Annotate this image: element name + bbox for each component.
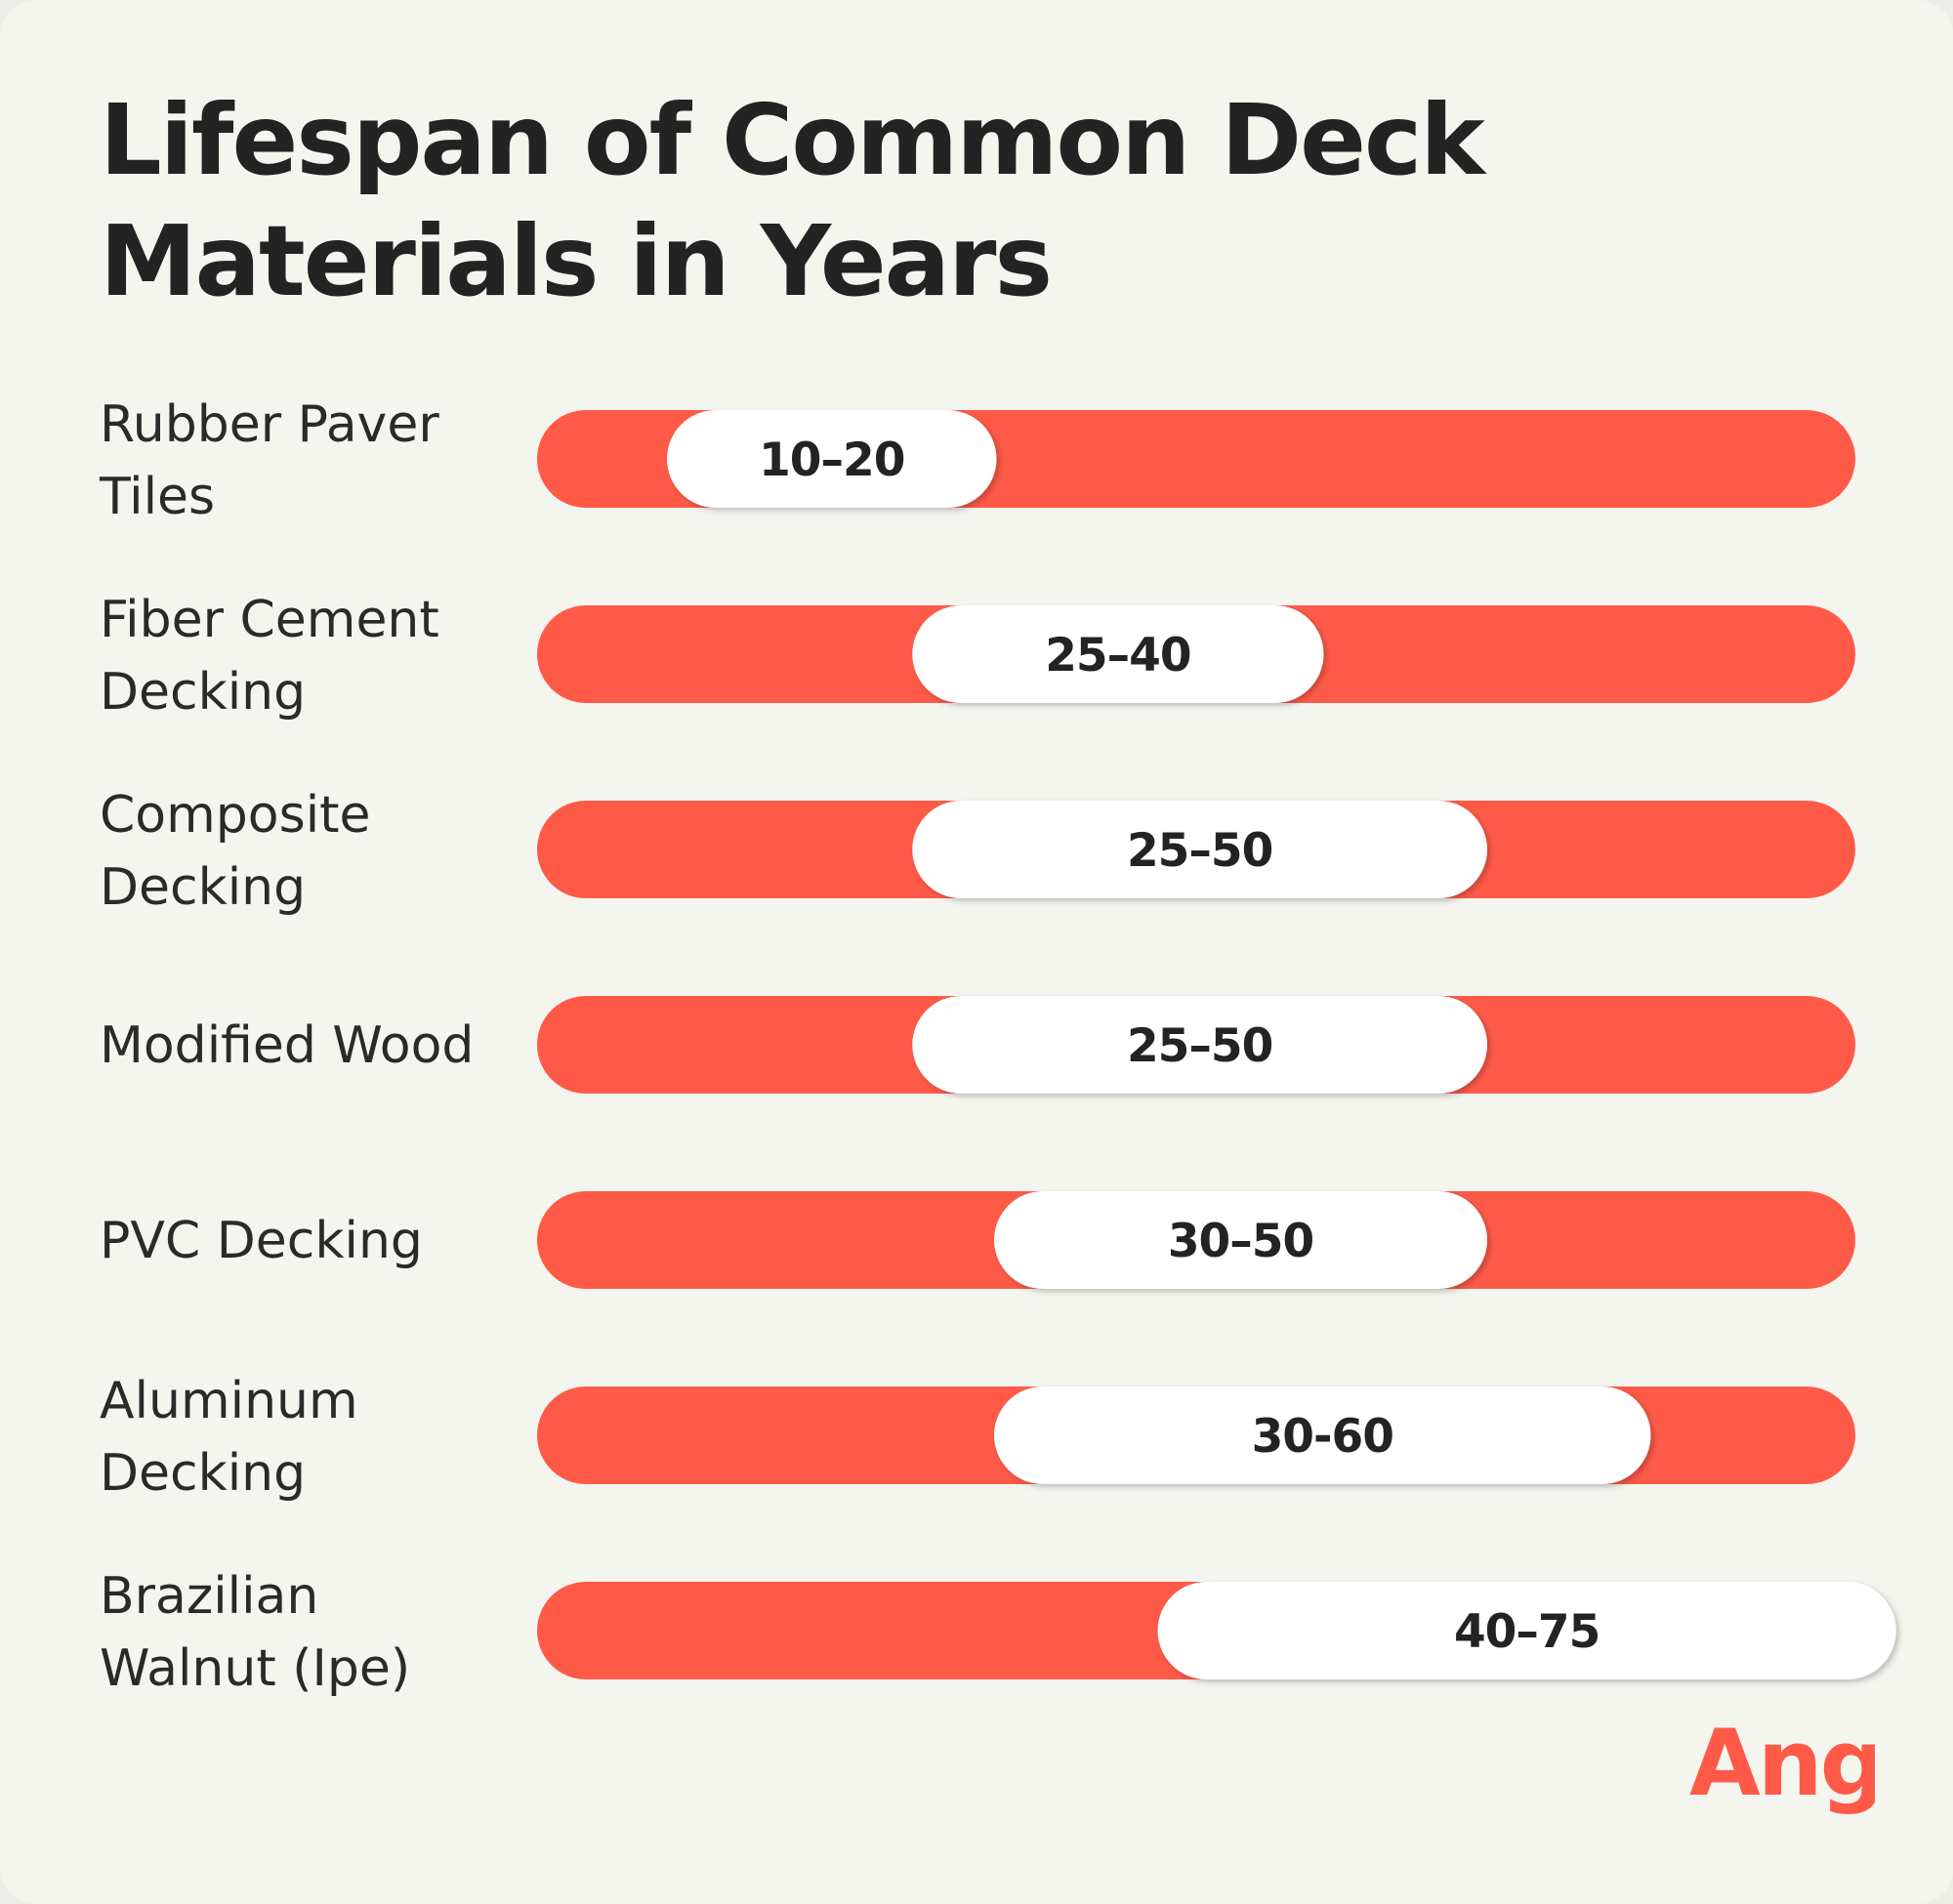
category-label-line: Walnut (Ipe) (100, 1639, 410, 1698)
category-label-line: PVC Decking (100, 1212, 423, 1270)
range-pill (912, 605, 1324, 703)
range-value-label: 10–20 (759, 434, 904, 487)
bar-row: Aluminum Decking 30-60 (100, 1372, 1855, 1503)
angi-logo-text: Angi (1689, 1711, 1875, 1817)
bar-row: Rubber Paver Tiles 10–20 (99, 395, 1855, 526)
category-label: Composite Decking (100, 786, 371, 917)
bar-row: Modified Wood 25–50 (100, 996, 1855, 1094)
category-label-line: Decking (100, 858, 306, 917)
range-pill (994, 1191, 1487, 1289)
chart-rows: Rubber Paver Tiles 10–20 Fiber Cement Deckin… (99, 395, 1896, 1698)
range-value-label: 40–75 (1454, 1605, 1600, 1659)
category-label: Fiber Cement Decking (100, 591, 439, 722)
range-pill (667, 410, 997, 508)
bar-row: PVC Decking 30–50 (100, 1191, 1855, 1289)
category-label-line: Tiles (99, 468, 215, 526)
range-pill (912, 801, 1487, 898)
range-pill (912, 996, 1487, 1094)
range-value-label: 25–50 (1127, 824, 1272, 878)
range-value-label: 25–40 (1045, 629, 1190, 683)
category-label: Rubber Paver Tiles (99, 395, 439, 526)
category-label-line: Rubber Paver (100, 395, 439, 454)
bar-row: Brazilian Walnut (Ipe) 40–75 (100, 1567, 1896, 1698)
bar-row: Fiber Cement Decking 25–40 (100, 591, 1855, 722)
range-value-label: 30-60 (1252, 1410, 1393, 1464)
category-label-line: Composite (100, 786, 371, 845)
range-pill (994, 1387, 1651, 1484)
chart-title: Lifespan of Common Deck Materials in Yea… (100, 83, 1485, 318)
category-label-line: Fiber Cement (100, 591, 439, 649)
bar-row: Composite Decking 25–50 (100, 786, 1855, 917)
range-value-label: 25–50 (1127, 1019, 1272, 1073)
category-label: Modified Wood (100, 1016, 474, 1075)
category-label-line: Aluminum (100, 1372, 358, 1430)
category-label: Aluminum Decking (100, 1372, 358, 1503)
category-label-line: Decking (100, 1444, 306, 1503)
category-label-line: Brazilian (100, 1567, 318, 1626)
category-label-line: Decking (100, 663, 306, 722)
category-label-line: Modified Wood (100, 1016, 474, 1075)
category-label: PVC Decking (100, 1212, 423, 1270)
category-label: Brazilian Walnut (Ipe) (100, 1567, 410, 1698)
range-value-label: 30–50 (1168, 1215, 1313, 1268)
range-pill (1157, 1582, 1896, 1679)
angi-logo: Angi (1689, 1711, 1875, 1817)
